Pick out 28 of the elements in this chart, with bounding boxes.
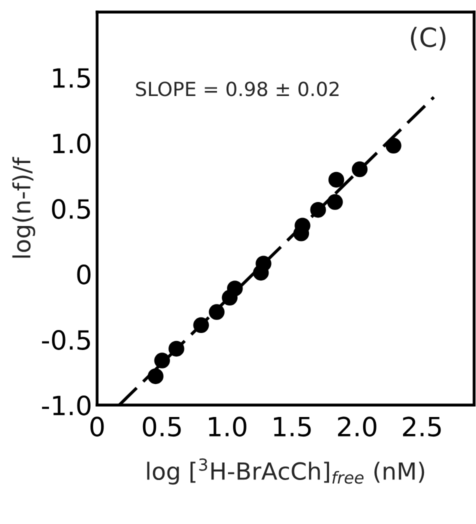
x-tick-label: 2.0	[338, 416, 376, 437]
point	[386, 138, 402, 154]
y-tick-label: 0	[77, 264, 90, 284]
x-tick-label: 0	[90, 416, 104, 437]
point	[327, 194, 343, 210]
y-tick-label: 0.5	[52, 198, 90, 219]
x-tick-label: 1.5	[274, 416, 311, 437]
point	[256, 256, 272, 272]
y-tick-label: -1.0	[42, 395, 90, 416]
point	[168, 340, 184, 357]
annotation: (C)	[410, 26, 446, 50]
point	[193, 317, 209, 334]
x-tick-label: 0.5	[142, 416, 181, 437]
point	[208, 304, 225, 320]
point	[328, 172, 344, 188]
x-tick-label: 1.0	[209, 416, 246, 437]
y-tick-label: 1.0	[53, 133, 90, 154]
point	[154, 352, 170, 368]
y-tick-label: 1.5	[53, 68, 90, 88]
y-tick-label: -0.5	[42, 330, 90, 350]
point	[310, 202, 326, 218]
point	[227, 280, 243, 296]
y-axis-title: log(n-f)/f	[12, 156, 36, 258]
point	[148, 368, 164, 384]
x-axis-title: log [$^{3}$H-BrAcCh]$_{free}$ (nM)	[147, 458, 424, 485]
x-tick-label: 2.5	[403, 416, 441, 437]
point	[352, 161, 368, 178]
annotation: SLOPE = 0.98 ± 0.02	[136, 82, 339, 96]
